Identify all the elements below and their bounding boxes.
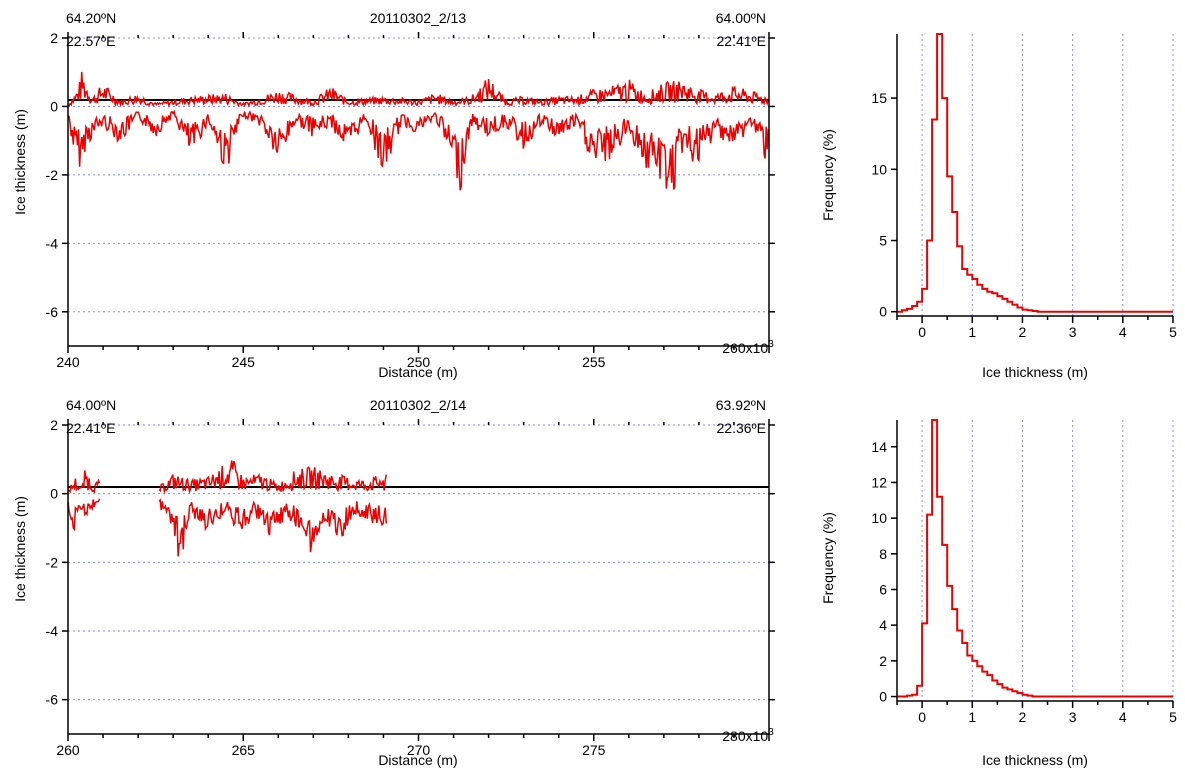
y-axis-label: Ice thickness (m) [12, 496, 28, 602]
x-axis-label: Distance (m) [378, 752, 457, 768]
y-tick-label: 6 [879, 581, 887, 597]
y-tick-label: -2 [46, 167, 59, 183]
y-tick-label: -2 [46, 554, 59, 570]
start-latitude-label: 64.00ºN [66, 397, 116, 413]
start-longitude-label: 22.41ºE [66, 420, 116, 436]
histogram-step-line [897, 419, 1173, 698]
y-tick-label: 14 [871, 439, 887, 455]
series-frequency [897, 33, 1173, 313]
surface-line-segment-0 [67, 71, 770, 108]
x-tick-label: 3 [1069, 324, 1077, 340]
y-tick-label: 10 [871, 161, 887, 177]
gridlines [68, 424, 769, 701]
x-tick-label: 1 [968, 324, 976, 340]
x-tick-label: 260 [56, 742, 80, 758]
gridlines [68, 37, 769, 313]
x-tick-label: 2 [1019, 709, 1027, 725]
x-tick-label: 270 [407, 742, 431, 758]
y-tick-label: 2 [879, 653, 887, 669]
gridlines [921, 34, 1174, 316]
gridlines [921, 420, 1174, 701]
x-tick-label: 240 [56, 354, 80, 370]
y-tick-label: 0 [50, 98, 58, 114]
x-tick-label: 5 [1169, 324, 1177, 340]
bottom-line-segment-0 [67, 109, 770, 191]
y-axis-label: Frequency (%) [820, 129, 836, 221]
x-axis-label: Distance (m) [378, 364, 457, 380]
y-tick-label: 0 [50, 486, 58, 502]
y-tick-label: 10 [871, 510, 887, 526]
y-tick-label: -6 [46, 692, 59, 708]
x-tick-label: 255 [582, 354, 606, 370]
series-thickness [67, 71, 770, 191]
axes: 0 5 10 15 0 1 2 3 4 5 [871, 34, 1177, 340]
x-tick-label: 0 [918, 324, 926, 340]
chart-title: 20110302_2/13 [370, 10, 466, 26]
axes: 2 0 -2 -4 -6 260 265 270 275 [46, 417, 775, 758]
end-latitude-label: 64.00ºN [716, 10, 766, 26]
x-tick-label: 2 [1019, 324, 1027, 340]
x-tick-label: 250 [407, 354, 431, 370]
chart-title: 20110302_2/14 [370, 397, 466, 413]
x-tick-label-last: 260x103 [722, 339, 774, 356]
end-longitude-label: 22.41ºE [717, 33, 767, 49]
y-axis-label: Ice thickness (m) [12, 109, 28, 215]
start-latitude-label: 64.20ºN [66, 10, 116, 26]
start-longitude-label: 22.57ºE [66, 33, 116, 49]
y-tick-label: 8 [879, 546, 887, 562]
surface-line-segment-1 [158, 460, 388, 495]
x-tick-label: 0 [918, 709, 926, 725]
y-tick-label: 2 [50, 30, 58, 46]
series-frequency [897, 419, 1173, 698]
histogram-chart-top: 0 5 10 15 0 1 2 3 4 5 Ice thickness (m) Frequency… [820, 33, 1177, 380]
x-tick-label: 3 [1069, 709, 1077, 725]
x-tick-label: 4 [1119, 324, 1127, 340]
x-axis-label: Ice thickness (m) [982, 364, 1088, 380]
surface-line-segment-0 [67, 470, 101, 494]
x-tick-label: 275 [582, 742, 606, 758]
profile-chart-bottom: 2 0 -2 -4 -6 260 265 270 275 64.00ºN 22.41ºE 201… [12, 397, 775, 768]
x-tick-label: 265 [232, 742, 256, 758]
end-longitude-label: 22.36ºE [717, 420, 767, 436]
bottom-line-segment-0 [67, 498, 101, 532]
x-tick-label: 245 [232, 354, 256, 370]
x-tick-label: 5 [1169, 709, 1177, 725]
profile-chart-top: 2 0 -2 -4 -6 240 245 250 255 64.20ºN 22.57ºE 201… [12, 10, 775, 380]
y-tick-label: 2 [50, 417, 58, 433]
end-latitude-label: 63.92ºN [716, 397, 766, 413]
bottom-line-segment-1 [158, 498, 388, 557]
y-tick-label: -4 [46, 235, 59, 251]
y-axis-label: Frequency (%) [820, 512, 836, 604]
y-tick-label: 5 [879, 233, 887, 249]
x-axis-label: Ice thickness (m) [982, 752, 1088, 768]
y-tick-label: 4 [879, 617, 887, 633]
y-tick-label: 15 [871, 90, 887, 106]
x-tick-label: 4 [1119, 709, 1127, 725]
axes: 2 0 -2 -4 -6 240 245 250 255 [46, 30, 775, 370]
x-tick-label: 1 [968, 709, 976, 725]
y-tick-label: -4 [46, 623, 59, 639]
series-thickness [67, 460, 388, 557]
x-tick-label-last: 280x103 [722, 727, 774, 744]
y-tick-label: 0 [879, 689, 887, 705]
y-tick-label: -6 [46, 304, 59, 320]
histogram-step-line [897, 33, 1173, 313]
y-tick-label: 12 [871, 474, 887, 490]
y-tick-label: 0 [879, 304, 887, 320]
